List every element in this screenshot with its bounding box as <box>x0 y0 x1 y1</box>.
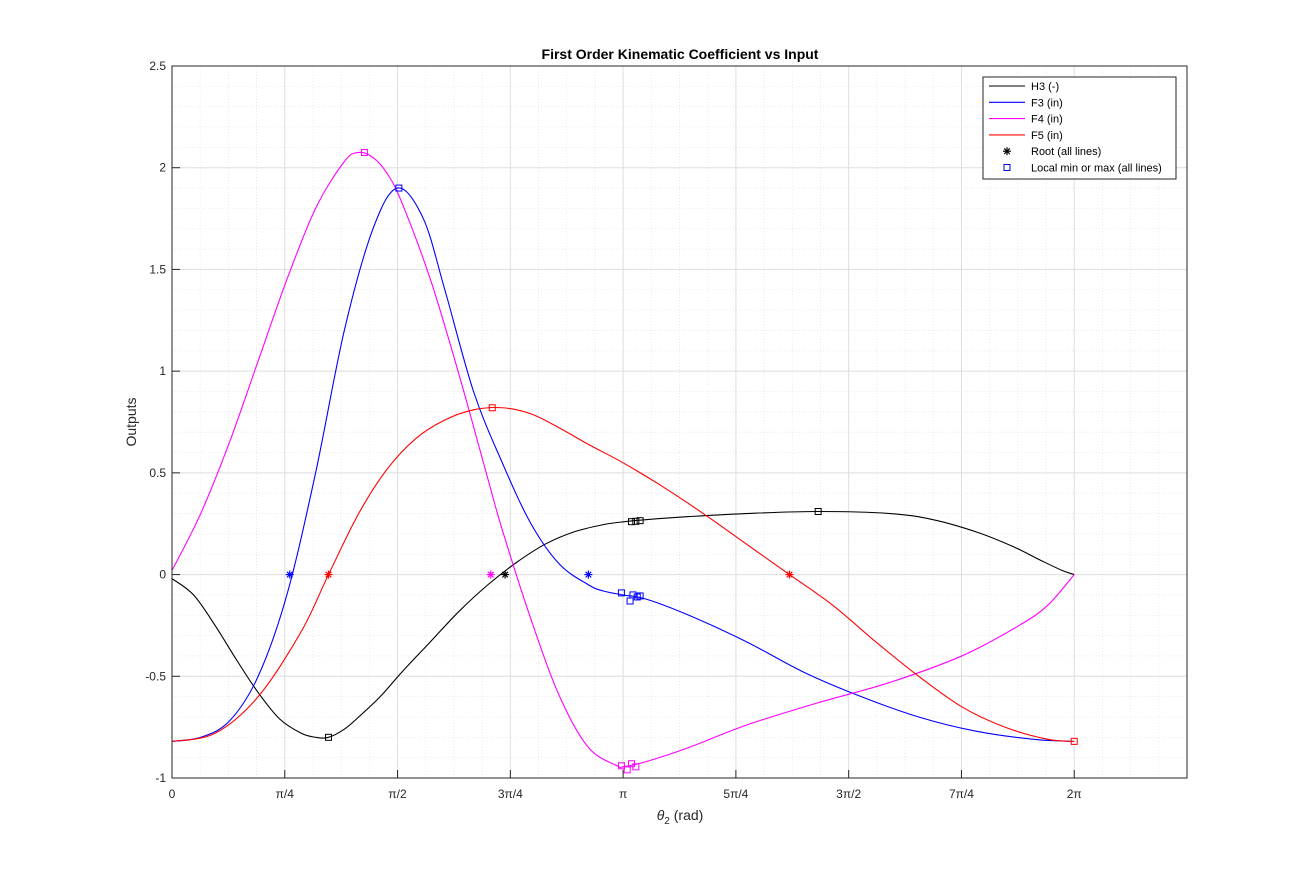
x-tick-label: 7π/4 <box>949 787 974 801</box>
legend[interactable]: H3 (-) F3 (in) F4 (in) F5 (in) Root (all lin… <box>982 76 1177 180</box>
x-tick-labels: 0 π/4 π/2 3π/4 π 5π/4 3π/2 7π/4 2π <box>169 787 1082 801</box>
x-tick-label: π <box>619 787 627 801</box>
legend-label: F4 (in) <box>1031 114 1063 126</box>
markers-layer <box>285 148 1078 774</box>
x-tick-label: π/4 <box>276 787 295 801</box>
extremum-marker <box>632 763 640 771</box>
legend-entry[interactable]: H3 (-) <box>989 81 1059 93</box>
x-tick-label: 2π <box>1067 787 1082 801</box>
y-tick-label: 1.5 <box>149 262 166 276</box>
series-line-2 <box>171 151 1075 769</box>
legend-entry[interactable]: Local min or max (all lines) <box>1003 163 1162 175</box>
y-tick-label: 0 <box>159 568 166 582</box>
x-tick-label: 3π/4 <box>498 787 523 801</box>
y-tick-labels: -1 -0.5 0 0.5 1 1.5 2 2.5 <box>145 59 166 785</box>
extremum-marker <box>617 762 625 770</box>
chart-title: First Order Kinematic Coefficient vs Inp… <box>542 46 819 62</box>
legend-label: F3 (in) <box>1031 97 1063 109</box>
legend-box <box>982 76 1177 180</box>
extremum-marker <box>1070 737 1078 745</box>
extremum-marker <box>636 592 644 600</box>
legend-label: H3 (-) <box>1031 81 1059 93</box>
root-marker <box>501 570 510 579</box>
root-marker <box>486 570 495 579</box>
legend-label: F5 (in) <box>1031 130 1063 142</box>
legend-swatch <box>1003 164 1011 171</box>
extremum-marker <box>632 517 640 525</box>
extremum-marker <box>325 733 333 741</box>
extremum-marker <box>636 517 644 525</box>
y-tick-label: -1 <box>155 771 166 785</box>
extremum-marker <box>488 404 496 412</box>
extremum-marker <box>629 591 637 599</box>
x-tick-label: 5π/4 <box>723 787 748 801</box>
y-tick-label: 2.5 <box>149 59 166 73</box>
x-tick-label: 0 <box>169 787 176 801</box>
series-line-1 <box>171 187 1075 742</box>
y-tick-label: 1 <box>159 364 166 378</box>
x-axis-label-subscript: 2 <box>664 816 670 827</box>
y-tick-label: 0.5 <box>149 466 166 480</box>
legend-swatch <box>1003 147 1011 156</box>
root-marker <box>785 570 794 579</box>
extremum-marker <box>627 518 635 526</box>
y-tick-label: 2 <box>159 161 166 175</box>
x-axis-label-unit: (rad) <box>670 807 703 823</box>
extremum-marker <box>623 766 631 774</box>
extremum-marker <box>360 148 368 156</box>
x-tick-label: 3π/2 <box>836 787 861 801</box>
x-axis-label-symbol: θ <box>657 807 665 823</box>
legend-entry[interactable]: F4 (in) <box>989 114 1063 126</box>
plot-frame <box>171 65 1188 779</box>
extremum-marker <box>395 184 403 192</box>
root-marker <box>285 570 294 579</box>
legend-label: Local min or max (all lines) <box>1031 163 1162 175</box>
x-axis-label: θ2 (rad) <box>657 807 704 827</box>
legend-entry[interactable]: Root (all lines) <box>1003 146 1101 158</box>
legend-entry[interactable]: F5 (in) <box>989 130 1063 142</box>
legend-label: Root (all lines) <box>1031 146 1101 158</box>
y-tick-label: -0.5 <box>145 669 166 683</box>
root-marker <box>324 570 333 579</box>
legend-entry[interactable]: F3 (in) <box>989 97 1063 109</box>
x-tick-label: π/2 <box>388 787 407 801</box>
extremum-marker <box>617 589 625 597</box>
plot-area <box>172 66 1187 778</box>
root-marker <box>584 570 593 579</box>
y-axis-label: Outputs <box>123 397 139 446</box>
series-line-0 <box>171 510 1075 739</box>
axis-ticks <box>171 65 1075 779</box>
extremum-marker <box>814 508 822 516</box>
